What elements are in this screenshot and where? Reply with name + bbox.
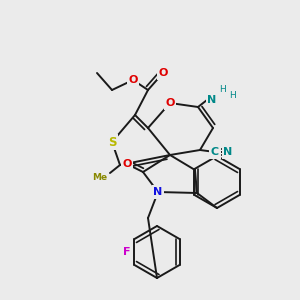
Text: N: N <box>153 187 163 197</box>
Text: O: O <box>122 159 132 169</box>
Text: Me: Me <box>92 173 108 182</box>
Text: O: O <box>158 68 168 78</box>
Text: S: S <box>108 136 116 148</box>
Text: O: O <box>128 75 138 85</box>
Text: F: F <box>123 247 131 257</box>
Text: O: O <box>165 98 175 108</box>
Text: N: N <box>207 95 217 105</box>
Text: H: H <box>229 91 236 100</box>
Text: N: N <box>224 147 232 157</box>
Text: H: H <box>219 85 225 94</box>
Text: C: C <box>211 147 219 157</box>
